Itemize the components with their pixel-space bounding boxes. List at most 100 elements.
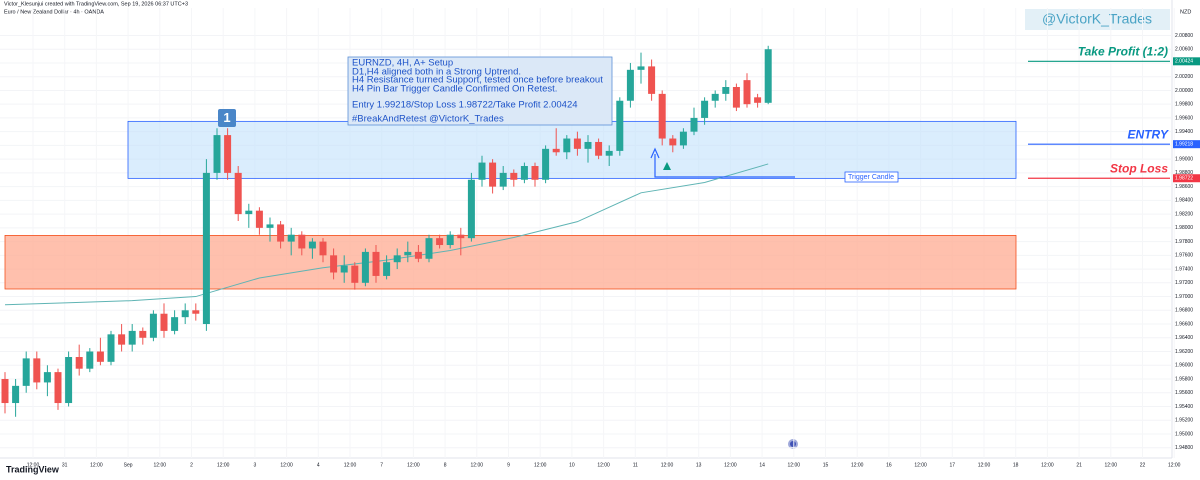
candle-body	[128, 330, 136, 345]
candle-body	[542, 148, 550, 180]
y-tick-label: 1.95600	[1175, 390, 1193, 396]
x-tick-label: 3	[254, 462, 257, 468]
candle-body	[436, 238, 444, 246]
candle-body	[96, 351, 104, 362]
candle-body	[552, 148, 560, 153]
price-tag-label: 2.00424	[1175, 59, 1193, 65]
candle-body	[637, 66, 645, 70]
x-tick-label: 12:00	[788, 462, 801, 468]
candle-body	[65, 357, 73, 404]
trigger-arrow	[650, 147, 795, 178]
x-tick-label: 11	[633, 462, 638, 468]
trigger-label: Trigger Candle	[848, 174, 894, 181]
candle-body	[669, 138, 677, 146]
annotation-line: EURNZD, 4H, A+ Setup	[352, 58, 453, 69]
badge: 1	[223, 110, 230, 125]
currency: NZD	[1180, 9, 1191, 15]
x-tick-label: 12:00	[1168, 462, 1181, 468]
x-tick-label: 12:00	[27, 462, 40, 468]
candle-body	[75, 357, 83, 369]
y-tick-label: 1.98600	[1175, 184, 1193, 190]
x-tick-label: 12:00	[978, 462, 991, 468]
x-tick-label: 22	[1140, 462, 1146, 468]
x-tick-label: 16	[886, 462, 892, 468]
candle-body	[616, 100, 624, 151]
x-tick-label: 12:00	[1105, 462, 1118, 468]
candle-body	[1, 378, 9, 404]
zone	[4, 235, 1017, 290]
y-tick-label: 1.97200	[1175, 280, 1193, 286]
logo: TradingView	[6, 464, 60, 474]
x-tick-label: 18	[1013, 462, 1019, 468]
candle-body	[722, 87, 730, 94]
candle-body	[149, 313, 157, 338]
candle-body	[690, 117, 698, 132]
candle-body	[531, 166, 539, 180]
level-label: Take Profit (1:2)	[1078, 44, 1168, 58]
x-tick-label: 13	[696, 462, 702, 468]
candle-body	[12, 385, 20, 404]
candle-body	[319, 241, 327, 256]
candle-body	[298, 234, 306, 249]
x-tick-label: 21	[1076, 462, 1082, 468]
x-tick-label: 12:00	[534, 462, 547, 468]
candle-body	[351, 265, 359, 283]
x-tick-label: Sep	[124, 462, 133, 468]
annotation-line: Entry 1.99218/Stop Loss 1.98722/Take Pro…	[352, 100, 578, 111]
x-tick-label: 12:00	[724, 462, 737, 468]
y-tick-label: 1.98800	[1175, 170, 1193, 176]
x-tick-label: 15	[823, 462, 829, 468]
price-tag-label: 1.99218	[1175, 141, 1193, 147]
trigger-box	[844, 171, 899, 183]
annotation-line: #BreakAndRetest @VictorK_Trades	[352, 114, 504, 125]
x-tick-label: 9	[507, 462, 510, 468]
candle-body	[33, 358, 41, 383]
candle-body	[446, 234, 454, 246]
y-tick-label: 1.99600	[1175, 115, 1193, 121]
x-tick-label: 2	[190, 462, 193, 468]
y-tick-label: 1.95400	[1175, 404, 1193, 410]
y-tick-label: 1.97600	[1175, 253, 1193, 259]
x-tick-label: 17	[950, 462, 956, 468]
symbol: Euro / New Zealand Dollar · 4h · OANDA	[4, 9, 104, 15]
candle-body	[107, 334, 115, 362]
y-tick-label: 1.97800	[1175, 239, 1193, 245]
level-label: ENTRY	[1128, 127, 1169, 141]
candle-body	[139, 330, 147, 338]
y-tick-label: 1.96200	[1175, 349, 1193, 355]
y-tick-label: 1.98200	[1175, 211, 1193, 217]
x-tick-label: 12:00	[851, 462, 864, 468]
candle-body	[605, 150, 613, 156]
candle-body	[224, 135, 232, 173]
candle-body	[308, 241, 316, 249]
y-tick-label: 1.99000	[1175, 156, 1193, 162]
y-tick-label: 1.97000	[1175, 294, 1193, 300]
header: Victor_Klesunjui created with TradingVie…	[4, 1, 188, 7]
x-tick-label: 12:00	[154, 462, 167, 468]
annotation-line: D1,H4 aligned both in a Strong Uptrend.	[352, 67, 521, 78]
candle-body	[626, 69, 634, 101]
x-tick-label: 12:00	[1041, 462, 1054, 468]
candle-body	[383, 262, 391, 276]
y-tick-label: 2.00200	[1175, 74, 1193, 80]
y-tick-label: 1.97400	[1175, 266, 1193, 272]
candle-body	[404, 251, 412, 256]
candle-body	[520, 166, 528, 180]
x-tick-label: 14	[759, 462, 765, 468]
x-tick-label: 7	[380, 462, 383, 468]
candle-body	[202, 172, 210, 325]
x-tick-label: 12:00	[217, 462, 230, 468]
candle-body	[118, 334, 126, 345]
candle-body	[584, 141, 592, 149]
annotation-line: H4 Pin Bar Trigger Candle Confirmed On R…	[352, 84, 557, 95]
candle-body	[245, 210, 253, 215]
price-tag	[1173, 57, 1200, 66]
candle-body	[181, 310, 189, 318]
candle-body	[732, 87, 740, 108]
candle-body	[478, 162, 486, 180]
candle-body	[764, 49, 772, 103]
x-tick-label: 12:00	[471, 462, 484, 468]
candle-body	[234, 172, 242, 215]
watermark-bg	[1025, 9, 1170, 30]
candle-body	[679, 131, 687, 146]
